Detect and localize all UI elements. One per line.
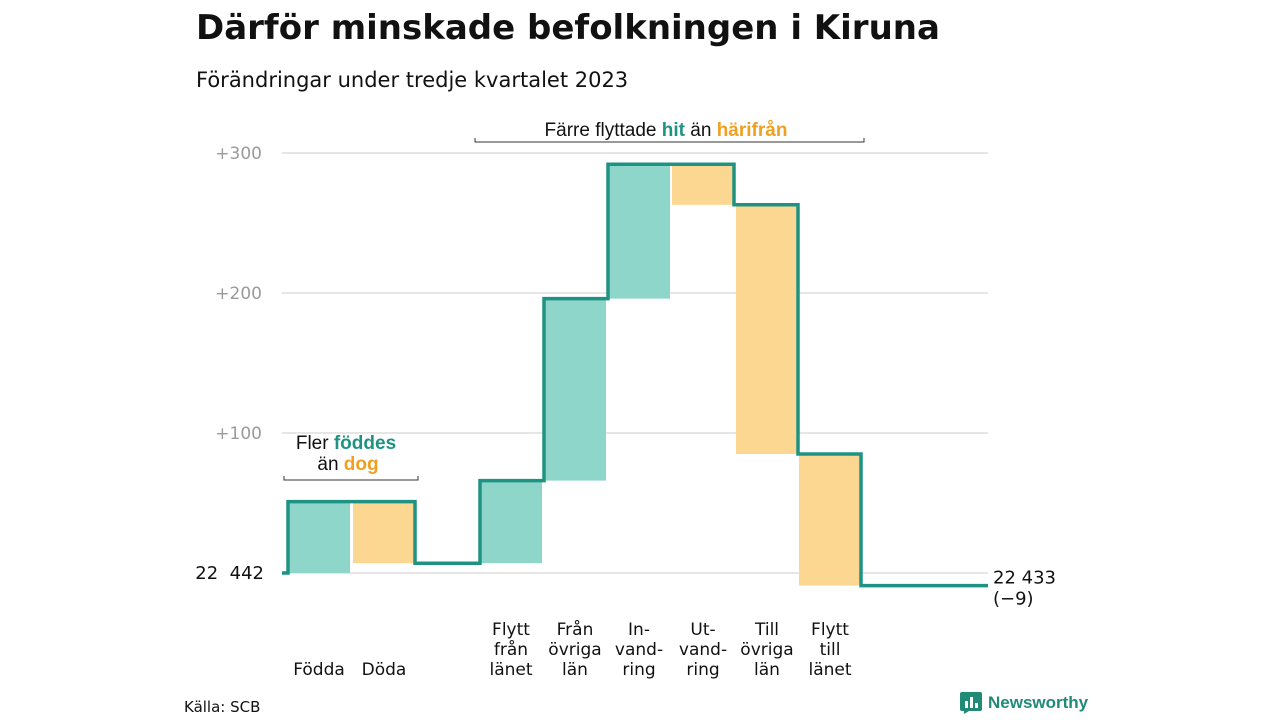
category-label: län	[562, 660, 588, 680]
waterfall-bar	[288, 501, 350, 573]
category-label: Döda	[362, 660, 407, 680]
end-value-label: 22 433	[993, 568, 1056, 589]
category-label: ring	[686, 660, 719, 680]
waterfall-bar	[672, 164, 734, 205]
cumulative-line	[282, 162, 988, 588]
annotation-bracket	[283, 476, 419, 481]
category-label: länet	[489, 660, 532, 680]
annotation-span: dog	[344, 454, 379, 475]
waterfall-bar	[544, 298, 606, 481]
brand-label: Newsworthy	[988, 693, 1089, 712]
category-label: ring	[622, 660, 655, 680]
annotation-span: hit	[662, 120, 686, 141]
annotation-span: härifrån	[717, 120, 788, 141]
chart-subtitle: Förändringar under tredje kvartalet 2023	[196, 68, 629, 92]
category-label: övriga	[548, 640, 601, 660]
annotation-text: än dog	[317, 454, 378, 475]
annotation-span: Färre flyttade	[545, 120, 662, 141]
category-label: Ut-	[690, 620, 715, 640]
annotation-span: än	[317, 454, 343, 475]
category-label: Till	[754, 620, 779, 640]
start-value-label: 22 442	[195, 563, 264, 584]
category-label: Födda	[293, 660, 345, 680]
y-tick-label: +100	[215, 424, 262, 444]
category-label: In-	[628, 620, 650, 640]
waterfall-bar	[353, 501, 415, 564]
category-label: från	[494, 639, 528, 660]
end-value-label: (−9)	[993, 589, 1034, 610]
category-label: Från	[557, 619, 594, 640]
category-label: övriga	[740, 640, 793, 660]
annotation-text: Färre flyttade hit än härifrån	[545, 120, 788, 141]
category-label: länet	[808, 660, 851, 680]
category-label: Flytt	[811, 620, 849, 640]
source-note: Källa: SCB	[184, 698, 261, 716]
brand-logo: Newsworthy	[960, 692, 1088, 714]
category-label: Flytt	[492, 620, 530, 640]
y-tick-label: +200	[215, 284, 262, 304]
category-label: län	[754, 660, 780, 680]
waterfall-bar	[799, 454, 861, 586]
y-tick-label: +300	[215, 144, 262, 164]
bars	[288, 164, 861, 586]
category-label: till	[820, 640, 841, 660]
waterfall-bar	[736, 204, 798, 454]
annotation-text: Fler föddes	[296, 433, 396, 454]
annotation-span: föddes	[334, 433, 396, 454]
bar-chart-icon	[960, 692, 982, 714]
category-label: vand-	[679, 640, 727, 660]
annotation-span: Fler	[296, 433, 334, 454]
labels: +100 +200 +300 22 442 22 433(−9) Födda Döda Fly…	[195, 120, 1056, 680]
step-line	[282, 162, 988, 588]
waterfall-bar	[480, 480, 542, 564]
chart-title: Därför minskade befolkningen i Kiruna	[196, 8, 940, 48]
annotation-span: än	[685, 120, 717, 141]
waterfall-bar	[608, 164, 670, 299]
category-label: vand-	[615, 640, 663, 660]
annotation-bracket	[474, 138, 865, 143]
